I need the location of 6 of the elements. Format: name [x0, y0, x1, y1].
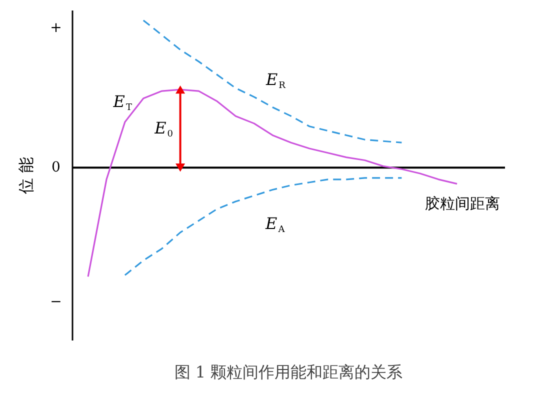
text: 0	[52, 160, 60, 176]
text: +	[50, 20, 62, 36]
text: −	[50, 294, 62, 310]
text: 图 1 颗粒间作用能和距离的关系	[174, 362, 403, 382]
x-axis-title: 胶粒间距离	[425, 194, 500, 213]
y-axis-title: 位 能	[16, 156, 36, 194]
